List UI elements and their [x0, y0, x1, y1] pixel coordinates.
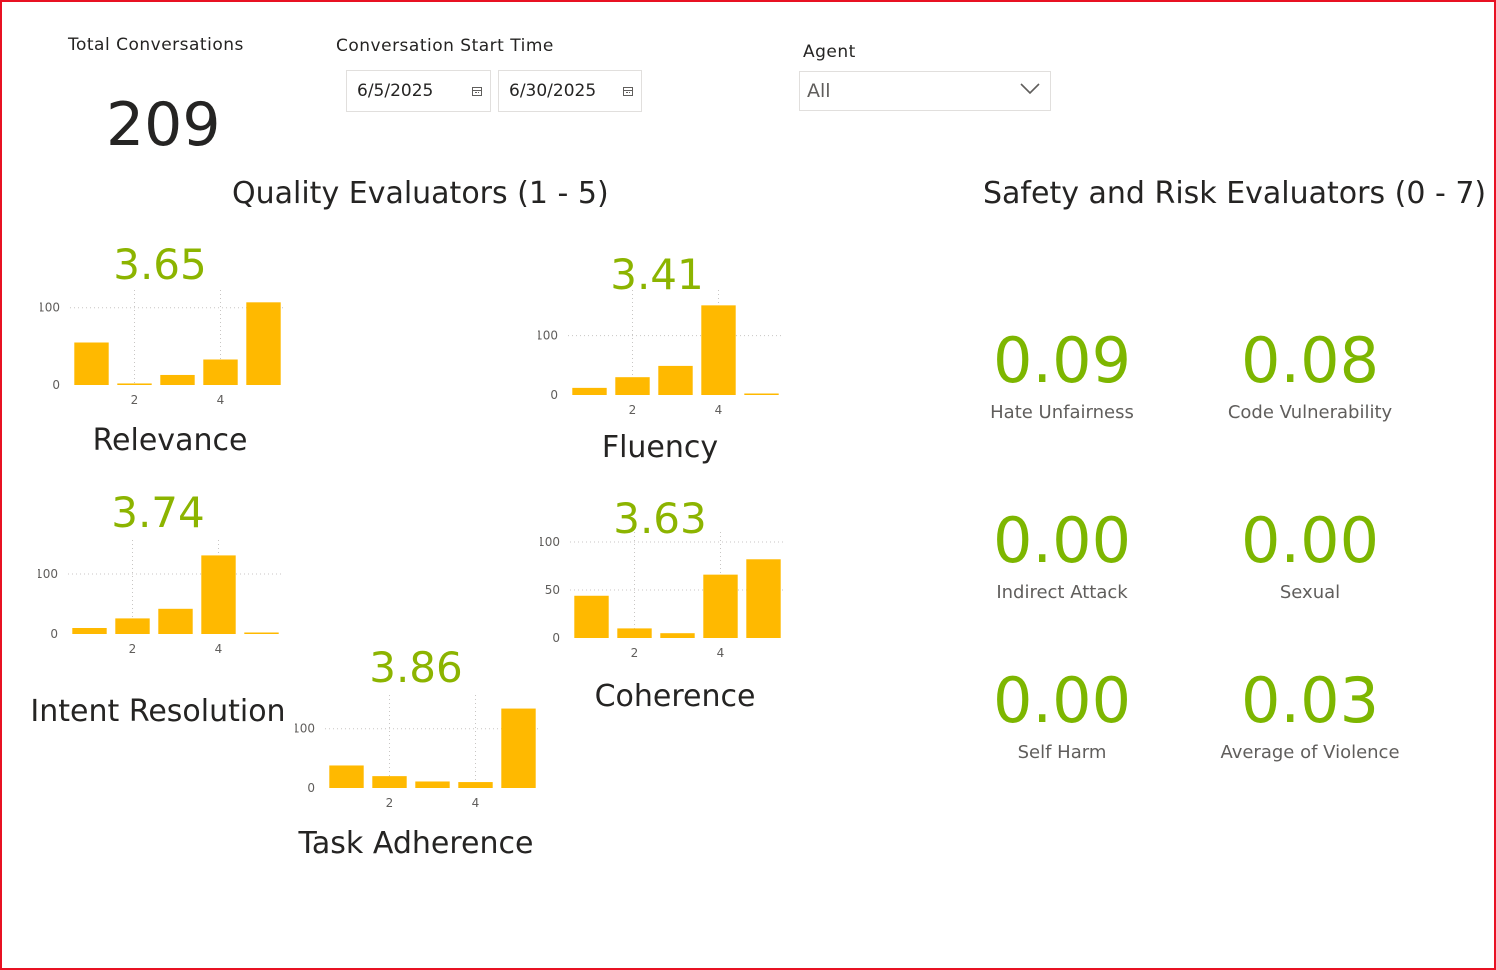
total-conversations-value: 209 [106, 90, 221, 160]
start-date-input[interactable]: 6/5/2025 [346, 70, 491, 112]
coherence-bar[interactable] [617, 628, 652, 638]
x-tick-label: 4 [715, 403, 723, 417]
y-tick-label: 50 [545, 583, 560, 597]
average-of-violence-value: 0.03 [1240, 664, 1380, 737]
relevance-average: 3.65 [113, 240, 207, 289]
y-tick-label: 0 [550, 388, 558, 402]
indirect-attack-value: 0.00 [992, 504, 1132, 577]
coherence-bar[interactable] [703, 574, 738, 638]
code-vulnerability-value: 0.08 [1240, 324, 1380, 397]
self-harm-value: 0.00 [992, 664, 1132, 737]
coherence-bar[interactable] [574, 595, 609, 638]
task-adherence-bar[interactable] [501, 708, 536, 788]
intent-resolution-bar[interactable] [201, 555, 236, 634]
coherence-bar[interactable] [660, 633, 695, 638]
fluency-bar[interactable] [615, 377, 650, 395]
coherence-title: Coherence [594, 679, 756, 714]
y-tick-label: 100 [538, 329, 558, 343]
relevance-bar[interactable] [203, 359, 238, 386]
hate-unfairness-label: Hate Unfairness [990, 402, 1134, 423]
fluency-bar[interactable] [744, 393, 779, 396]
y-tick-label: 100 [40, 301, 60, 315]
calendar-icon[interactable] [623, 87, 633, 96]
y-tick-label: 0 [52, 378, 60, 392]
task-adherence-average: 3.86 [369, 643, 463, 692]
y-tick-label: 0 [50, 627, 58, 641]
y-tick-label: 100 [295, 722, 315, 736]
calendar-icon[interactable] [472, 87, 482, 96]
relevance-bar[interactable] [74, 342, 109, 386]
task-adherence-bar[interactable] [372, 776, 407, 788]
x-tick-label: 2 [631, 646, 639, 660]
intent-resolution-bar[interactable] [244, 632, 279, 635]
task-adherence-bar[interactable] [329, 765, 364, 788]
indirect-attack-label: Indirect Attack [996, 582, 1128, 603]
self-harm-label: Self Harm [1017, 742, 1107, 763]
end-date-value: 6/30/2025 [509, 81, 597, 101]
code-vulnerability-label: Code Vulnerability [1227, 402, 1393, 423]
coherence-bar[interactable] [746, 559, 781, 638]
coherence-average: 3.63 [613, 494, 707, 543]
fluency-bar[interactable] [572, 387, 607, 395]
coherence-chart: 0 50 100 2 4 [540, 532, 785, 660]
chevron-down-icon[interactable] [1020, 83, 1040, 95]
relevance-bar[interactable] [117, 383, 152, 385]
intent-resolution-bar[interactable] [115, 618, 150, 634]
sexual-label: Sexual [1279, 582, 1341, 603]
intent-resolution-bar[interactable] [158, 608, 193, 634]
end-date-input[interactable]: 6/30/2025 [498, 70, 642, 112]
task-adherence-title: Task Adherence [298, 826, 534, 861]
fluency-chart: 0 100 2 4 [538, 290, 783, 417]
y-tick-label: 100 [540, 535, 560, 549]
x-tick-label: 4 [217, 393, 225, 407]
fluency-title: Fluency [601, 430, 719, 465]
task-adherence-bar[interactable] [415, 781, 450, 788]
x-tick-label: 2 [386, 796, 394, 810]
fluency-bar[interactable] [658, 365, 693, 395]
agent-selected-value: All [807, 80, 831, 102]
task-adherence-bar[interactable] [458, 782, 493, 788]
total-conversations-label: Total Conversations [68, 35, 244, 55]
relevance-bar[interactable] [160, 374, 195, 385]
fluency-bar[interactable] [701, 305, 736, 395]
agent-filter-title: Agent [803, 42, 856, 62]
intent-resolution-bar[interactable] [72, 628, 107, 634]
intent-resolution-title: Intent Resolution [30, 694, 286, 729]
x-tick-label: 2 [131, 393, 139, 407]
x-tick-label: 4 [717, 646, 725, 660]
quality-section-title: Quality Evaluators (1 - 5) [232, 176, 609, 211]
y-tick-label: 0 [552, 631, 560, 645]
intent-resolution-average: 3.74 [111, 488, 205, 537]
x-tick-label: 4 [472, 796, 480, 810]
intent-resolution-chart: 0 100 2 4 [38, 540, 283, 656]
y-tick-label: 0 [307, 781, 315, 795]
hate-unfairness-value: 0.09 [992, 324, 1132, 397]
x-tick-label: 2 [629, 403, 637, 417]
date-slicer-title: Conversation Start Time [336, 36, 554, 56]
safety-section-title: Safety and Risk Evaluators (0 - 7) [983, 176, 1487, 211]
fluency-average: 3.41 [610, 250, 704, 299]
x-tick-label: 2 [129, 642, 137, 656]
average-of-violence-label: Average of Violence [1220, 742, 1400, 763]
sexual-value: 0.00 [1240, 504, 1380, 577]
y-tick-label: 100 [38, 567, 58, 581]
start-date-value: 6/5/2025 [357, 81, 434, 101]
relevance-title: Relevance [92, 423, 248, 458]
relevance-bar[interactable] [246, 302, 281, 385]
agent-dropdown[interactable]: All [799, 71, 1051, 111]
relevance-chart: 0 100 2 4 [40, 290, 285, 407]
task-adherence-chart: 0 100 2 4 [295, 695, 540, 810]
x-tick-label: 4 [215, 642, 223, 656]
